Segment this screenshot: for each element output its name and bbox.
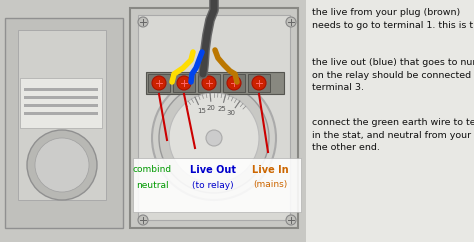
Bar xyxy=(146,72,284,94)
Circle shape xyxy=(252,76,266,90)
Circle shape xyxy=(286,17,296,27)
Bar xyxy=(24,96,98,99)
Circle shape xyxy=(152,76,276,200)
Bar xyxy=(18,30,106,200)
Bar xyxy=(198,74,220,92)
Bar xyxy=(24,104,98,107)
Bar xyxy=(148,74,170,92)
Text: connect the green earth wire to terminal 2
in the stat, and neutral from your ma: connect the green earth wire to terminal… xyxy=(312,118,474,152)
Circle shape xyxy=(152,76,166,90)
Bar xyxy=(138,15,290,220)
Bar xyxy=(5,18,123,228)
Text: 25: 25 xyxy=(218,106,226,112)
Circle shape xyxy=(286,215,296,225)
Text: 20: 20 xyxy=(207,105,216,111)
Bar xyxy=(223,74,245,92)
Bar xyxy=(133,158,301,212)
Circle shape xyxy=(227,76,241,90)
Text: Live In: Live In xyxy=(252,165,288,175)
Text: combind: combind xyxy=(132,166,172,174)
Circle shape xyxy=(202,76,216,90)
Circle shape xyxy=(138,215,148,225)
Text: 15: 15 xyxy=(197,108,206,114)
Text: 30: 30 xyxy=(227,110,236,116)
Bar xyxy=(130,8,298,228)
Text: Live Out: Live Out xyxy=(190,165,236,175)
Bar xyxy=(20,78,102,128)
Circle shape xyxy=(169,93,259,183)
Bar xyxy=(173,74,195,92)
Bar xyxy=(24,88,98,91)
Bar xyxy=(24,112,98,115)
Circle shape xyxy=(35,138,89,192)
Text: the live out (blue) that goes to number 13
on the relay should be connected to
t: the live out (blue) that goes to number … xyxy=(312,58,474,92)
Text: neutral: neutral xyxy=(136,181,168,189)
Circle shape xyxy=(159,83,269,193)
Circle shape xyxy=(177,76,191,90)
Circle shape xyxy=(27,130,97,200)
Text: (mains): (mains) xyxy=(253,181,287,189)
Circle shape xyxy=(206,130,222,146)
Circle shape xyxy=(138,17,148,27)
Text: the live from your plug (brown)
needs to go to terminal 1. this is the live in.: the live from your plug (brown) needs to… xyxy=(312,8,474,30)
Bar xyxy=(248,74,270,92)
Bar xyxy=(306,0,474,242)
Text: (to relay): (to relay) xyxy=(192,181,234,189)
